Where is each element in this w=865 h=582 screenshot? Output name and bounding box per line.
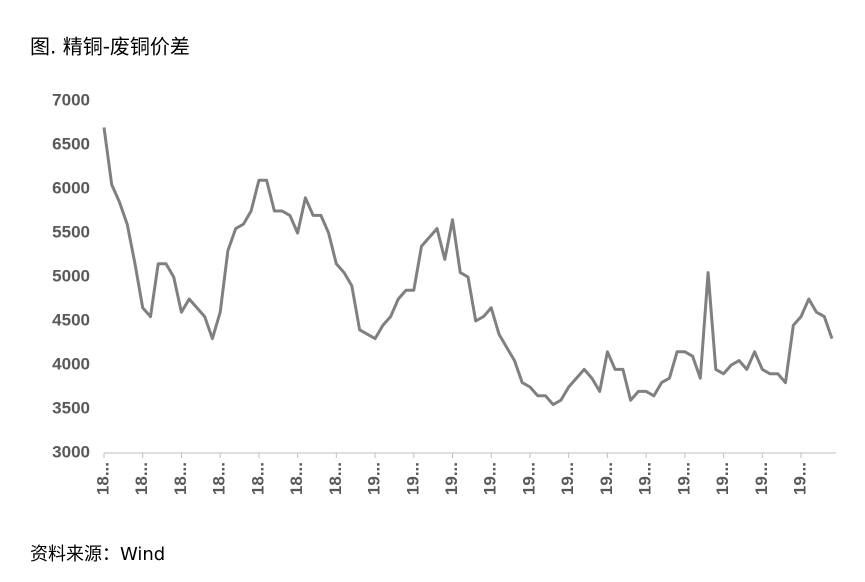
x-tick-label: 19... xyxy=(558,462,577,495)
x-tick-label: 19... xyxy=(636,462,655,495)
y-tick-label: 3000 xyxy=(52,442,90,461)
x-tick-label: 19... xyxy=(674,462,693,495)
x-tick-label: 19... xyxy=(365,462,384,495)
source-note: 资料来源：Wind xyxy=(30,544,165,565)
x-tick-label: 19... xyxy=(442,462,461,495)
x-tick-label: 18... xyxy=(171,462,190,495)
x-tick-label: 19... xyxy=(597,462,616,495)
y-tick-label: 4500 xyxy=(52,310,90,329)
x-tick-label: 19... xyxy=(791,462,810,495)
x-tick-label: 18... xyxy=(132,462,151,495)
y-tick-label: 6000 xyxy=(52,178,90,197)
x-tick-label: 18... xyxy=(248,462,267,495)
y-tick-label: 3500 xyxy=(52,398,90,417)
x-tick-label: 19... xyxy=(752,462,771,495)
y-tick-label: 6500 xyxy=(52,134,90,153)
x-tick-label: 19... xyxy=(713,462,732,495)
x-tick-label: 18... xyxy=(326,462,345,495)
x-tick-label: 19... xyxy=(519,462,538,495)
x-tick-label: 19... xyxy=(481,462,500,495)
chart-title: 图. 精铜-废铜价差 xyxy=(30,35,190,59)
y-tick-label: 5500 xyxy=(52,222,90,241)
line-series xyxy=(102,127,834,407)
x-tick-label: 19... xyxy=(403,462,422,495)
x-tick-label: 18... xyxy=(287,462,306,495)
x-tick-label: 18... xyxy=(93,462,112,495)
y-tick-label: 5000 xyxy=(52,266,90,285)
x-tick-label: 18... xyxy=(210,462,229,495)
y-tick-label: 4000 xyxy=(52,354,90,373)
y-tick-label: 7000 xyxy=(52,90,90,109)
